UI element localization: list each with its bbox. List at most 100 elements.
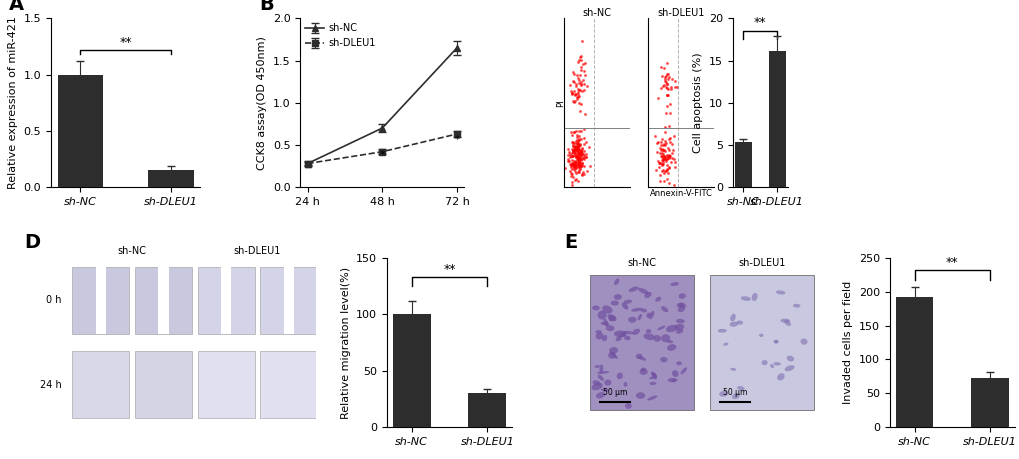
Ellipse shape xyxy=(605,325,613,331)
Ellipse shape xyxy=(616,373,623,379)
Point xyxy=(659,169,676,176)
Point xyxy=(568,169,584,177)
Point xyxy=(576,147,592,154)
Ellipse shape xyxy=(640,308,646,313)
Point xyxy=(653,157,669,164)
Point xyxy=(568,146,584,153)
Point xyxy=(570,148,586,155)
Point xyxy=(658,70,675,77)
Ellipse shape xyxy=(666,344,676,351)
Ellipse shape xyxy=(772,362,781,365)
Title: sh-DLEU1: sh-DLEU1 xyxy=(657,8,704,17)
Y-axis label: CCK8 assay(OD 450nm): CCK8 assay(OD 450nm) xyxy=(257,36,267,170)
Point xyxy=(562,170,579,178)
Point xyxy=(653,150,669,157)
Point xyxy=(660,179,677,186)
Point xyxy=(559,146,576,153)
Point xyxy=(663,76,680,83)
Point xyxy=(566,90,582,98)
Point xyxy=(660,135,677,143)
Point xyxy=(660,154,677,161)
Point xyxy=(574,154,590,162)
Ellipse shape xyxy=(678,293,685,299)
Ellipse shape xyxy=(608,315,615,321)
Ellipse shape xyxy=(594,365,599,368)
Point xyxy=(660,152,677,159)
Bar xyxy=(221,267,231,334)
Point xyxy=(556,165,573,172)
Point xyxy=(661,134,678,142)
Ellipse shape xyxy=(635,353,642,359)
Point xyxy=(573,151,589,158)
Point xyxy=(570,128,586,135)
Text: **: ** xyxy=(443,263,455,276)
Point xyxy=(659,163,676,170)
Bar xyxy=(970,378,1008,427)
Point xyxy=(657,83,674,90)
Point xyxy=(566,92,582,99)
Point xyxy=(570,93,586,100)
Ellipse shape xyxy=(666,340,673,343)
Point xyxy=(654,158,671,166)
Point xyxy=(663,154,680,161)
Point xyxy=(656,155,673,162)
Point xyxy=(567,98,583,105)
Point xyxy=(576,155,592,162)
Point xyxy=(656,75,673,83)
Point xyxy=(566,162,582,169)
Ellipse shape xyxy=(772,340,777,343)
Ellipse shape xyxy=(657,325,664,330)
Point xyxy=(566,157,582,164)
Point xyxy=(570,168,586,175)
Point xyxy=(570,132,586,140)
Ellipse shape xyxy=(679,302,686,308)
Point xyxy=(569,152,585,160)
Point xyxy=(572,147,588,154)
Ellipse shape xyxy=(640,368,645,371)
Point xyxy=(564,182,580,189)
Text: 50 μm: 50 μm xyxy=(602,388,627,397)
Point xyxy=(570,85,586,93)
Bar xyxy=(392,314,430,427)
Point xyxy=(655,65,672,72)
Point xyxy=(653,161,669,168)
Point xyxy=(655,152,672,159)
Point xyxy=(573,144,589,151)
Point xyxy=(565,97,581,105)
Ellipse shape xyxy=(628,286,638,292)
Point xyxy=(571,158,587,165)
Ellipse shape xyxy=(631,308,642,312)
Ellipse shape xyxy=(635,392,645,399)
Point xyxy=(571,87,587,94)
Ellipse shape xyxy=(601,335,606,341)
Point xyxy=(569,164,585,171)
Point xyxy=(567,147,583,154)
Point xyxy=(570,160,586,168)
Point xyxy=(570,142,586,149)
Point xyxy=(653,153,669,161)
Point xyxy=(653,153,669,160)
Point xyxy=(573,82,589,89)
Point xyxy=(654,166,671,174)
Point xyxy=(561,161,578,168)
Ellipse shape xyxy=(672,370,678,377)
Point xyxy=(566,162,582,169)
Point xyxy=(576,110,592,117)
Point xyxy=(571,161,587,168)
Point xyxy=(567,149,583,156)
Point xyxy=(571,158,587,166)
Point xyxy=(565,128,581,135)
Point xyxy=(566,78,582,86)
Point xyxy=(655,154,672,162)
Point xyxy=(569,151,585,158)
Point xyxy=(567,140,583,147)
Point xyxy=(662,149,679,157)
Point xyxy=(655,169,672,177)
Point xyxy=(561,167,578,174)
Ellipse shape xyxy=(680,368,687,375)
Point xyxy=(568,146,584,154)
Point xyxy=(561,153,578,161)
Point xyxy=(570,139,586,146)
Point xyxy=(570,93,586,100)
Point xyxy=(562,146,579,153)
